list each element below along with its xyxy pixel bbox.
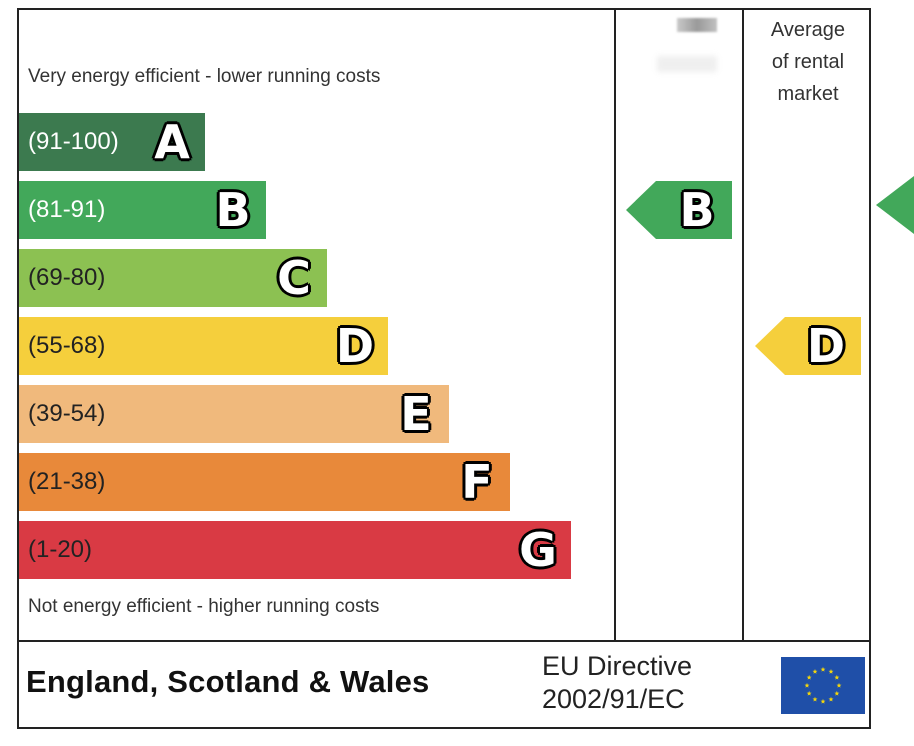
- country-label: England, Scotland & Wales: [26, 664, 430, 699]
- top-caption: Very energy efficient - lower running co…: [28, 66, 381, 87]
- band-letter: G: [519, 523, 557, 577]
- band-f: (21-38) F: [19, 453, 510, 511]
- band-d: (55-68) D: [19, 317, 388, 375]
- eu-star: [804, 682, 810, 688]
- band-a: (91-100) A: [19, 113, 205, 171]
- band-letter: D: [335, 319, 375, 373]
- redacted-heading: [677, 18, 717, 32]
- offscreen-arrow-indicator: [876, 176, 914, 234]
- current-rating-arrow: B: [626, 181, 732, 239]
- band-g: (1-20) G: [19, 521, 571, 579]
- eu-star: [834, 674, 840, 680]
- arrow-letter: D: [806, 319, 846, 373]
- band-range-label: (21-38): [28, 468, 106, 495]
- directive-label: EU Directive 2002/91/EC: [542, 650, 692, 716]
- eu-star: [812, 669, 818, 674]
- eu-star: [820, 698, 826, 704]
- directive-line2: 2002/91/EC: [542, 684, 685, 714]
- band-range-label: (81-91): [28, 196, 106, 223]
- eu-star: [820, 666, 826, 672]
- band-letter: E: [400, 387, 432, 441]
- column-divider-current: [614, 8, 616, 642]
- band-letter: A: [154, 115, 190, 169]
- band-range-label: (39-54): [28, 400, 106, 427]
- eu-star: [836, 682, 842, 688]
- eu-star: [834, 690, 840, 696]
- eu-star: [828, 669, 834, 674]
- eu-star: [812, 696, 818, 702]
- arrow-letter: B: [679, 183, 715, 237]
- eu-star: [828, 696, 834, 702]
- bottom-caption: Not energy efficient - higher running co…: [28, 596, 380, 617]
- band-letter: F: [461, 455, 493, 509]
- footer-divider: [17, 640, 871, 642]
- average-column-heading: Average of rental market: [770, 19, 846, 105]
- band-range-label: (69-80): [28, 264, 106, 291]
- band-range-label: (1-20): [28, 536, 93, 563]
- redacted-subheading: [657, 56, 717, 72]
- eu-flag-icon: [781, 657, 865, 714]
- band-range-label: (55-68): [28, 332, 106, 359]
- band-letter: C: [277, 251, 311, 305]
- band-c: (69-80) C: [19, 249, 327, 307]
- band-b: (81-91) B: [19, 181, 266, 239]
- band-range-label: (91-100): [28, 128, 119, 155]
- epc-frame: [17, 8, 871, 729]
- band-letter: B: [215, 183, 251, 237]
- directive-line1: EU Directive: [542, 651, 693, 681]
- band-e: (39-54) E: [19, 385, 449, 443]
- eu-star: [806, 690, 812, 696]
- average-rating-arrow: D: [755, 317, 861, 375]
- column-divider-average: [742, 8, 744, 642]
- eu-star: [806, 674, 812, 680]
